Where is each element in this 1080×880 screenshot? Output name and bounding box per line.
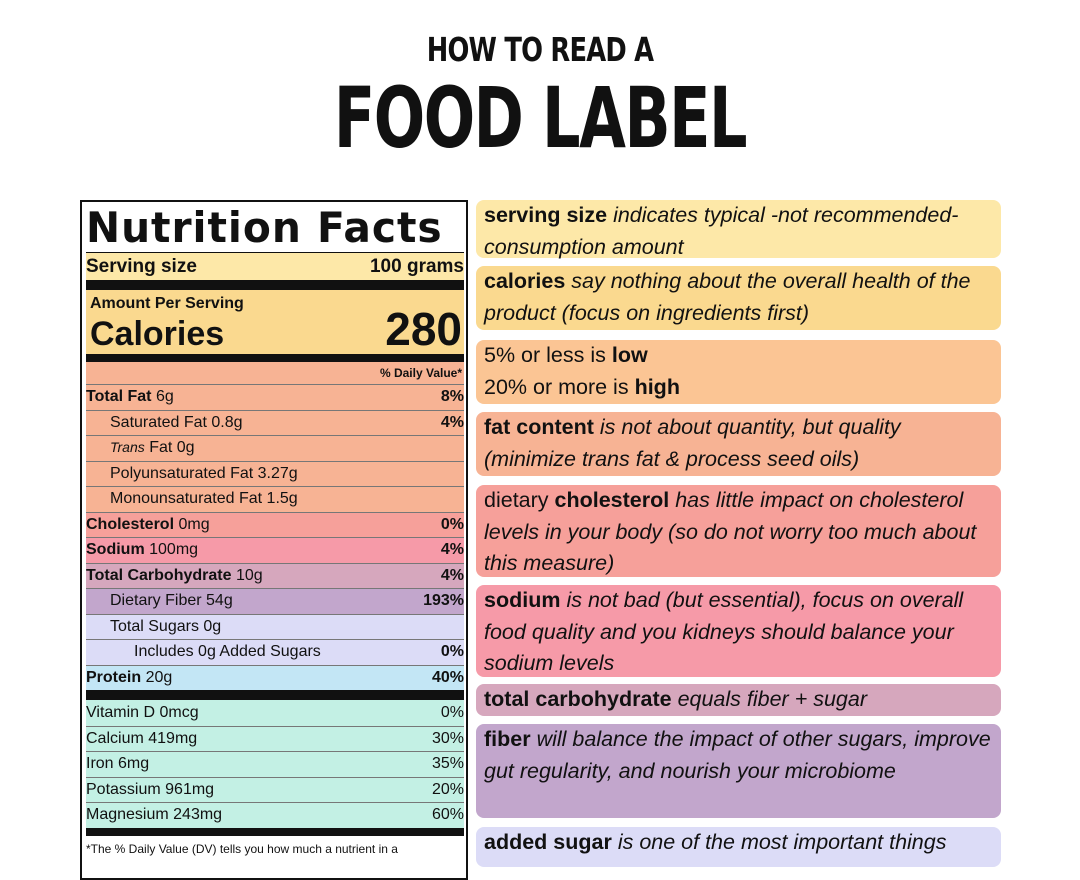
divider-thick	[86, 354, 464, 362]
daily-value: 30%	[431, 729, 464, 747]
daily-value: 40%	[431, 668, 464, 686]
calories-label: Calories	[90, 315, 225, 353]
daily-value: 8%	[440, 388, 464, 406]
calories-value: 280	[385, 303, 462, 355]
nutrient-row-polyunsaturated-fat: Polyunsaturated Fat 3.27g	[86, 460, 464, 486]
daily-value: 4%	[440, 566, 464, 584]
daily-value: 4%	[440, 541, 464, 559]
nutrient-row-cholesterol: Cholesterol 0mg 0%	[86, 511, 464, 537]
serving-size-value: 100 grams	[369, 255, 464, 277]
note-sodium: sodium is not bad (but essential), focus…	[476, 585, 1001, 677]
nutrition-facts-label: Nutrition Facts Serving size 100 grams A…	[80, 200, 468, 880]
daily-value: 0%	[440, 703, 464, 721]
nutrient-row-added-sugars: Includes 0g Added Sugars 0%	[86, 639, 464, 665]
daily-value-header: % Daily Value*	[86, 362, 464, 384]
note-calories: calories say nothing about the overall h…	[476, 266, 1001, 330]
nutrient-row-total-carbohydrate: Total Carbohydrate 10g 4%	[86, 562, 464, 588]
note-serving-size: serving size indicates typical -not reco…	[476, 200, 1001, 259]
nutrient-row-sodium: Sodium 100mg 4%	[86, 537, 464, 563]
note-fat-content: fat content is not about quantity, but q…	[476, 412, 1001, 476]
nutrient-row-monounsaturated-fat: Monounsaturated Fat 1.5g	[86, 486, 464, 512]
calories-block: Amount Per Serving Calories 280	[86, 290, 464, 354]
nutrient-row-protein: Protein 20g 40%	[86, 664, 464, 690]
vitamin-row-potassium: Potassium 961mg 20%	[86, 776, 464, 802]
note-fiber: fiber will balance the impact of other s…	[476, 724, 1001, 818]
amount-per-serving: Amount Per Serving	[90, 295, 244, 312]
daily-value: 35%	[431, 755, 464, 773]
note-added-sugar: added sugar is one of the most important…	[476, 827, 1001, 867]
nutrition-facts-title: Nutrition Facts	[86, 203, 443, 252]
daily-value: 0%	[440, 515, 464, 533]
page-subtitle: HOW TO READ A	[426, 30, 654, 69]
vitamin-row-magnesium: Magnesium 243mg 60%	[86, 802, 464, 828]
vitamin-row-calcium: Calcium 419mg 30%	[86, 725, 464, 751]
daily-value: 0%	[440, 643, 464, 661]
note-total-carbohydrate: total carbohydrate equals fiber + sugar	[476, 684, 1001, 716]
divider-thick	[86, 280, 464, 290]
daily-value: 60%	[431, 806, 464, 824]
daily-value: 193%	[423, 592, 464, 610]
divider-thick	[86, 690, 464, 700]
vitamin-row-vitamin-d: Vitamin D 0mcg 0%	[86, 700, 464, 726]
note-cholesterol: dietary cholesterol has little impact on…	[476, 485, 1001, 577]
nutrient-row-total-fat: Total Fat 6g 8%	[86, 384, 464, 410]
nutrient-row-dietary-fiber: Dietary Fiber 54g 193%	[86, 588, 464, 614]
note-daily-value: 5% or less is low 20% or more is high	[476, 340, 1001, 404]
page-title: FOOD LABEL	[333, 69, 748, 167]
serving-size-label: Serving size	[86, 255, 197, 277]
nutrient-row-saturated-fat: Saturated Fat 0.8g 4%	[86, 409, 464, 435]
nutrient-row-total-sugars: Total Sugars 0g	[86, 613, 464, 639]
vitamin-row-iron: Iron 6mg 35%	[86, 751, 464, 777]
divider-thick	[86, 827, 464, 836]
daily-value: 4%	[440, 413, 464, 431]
page-header: HOW TO READ A FOOD LABEL	[0, 30, 1080, 164]
serving-size-row: Serving size 100 grams	[86, 252, 464, 280]
footnote: *The % Daily Value (DV) tells you how mu…	[86, 841, 398, 856]
daily-value: 20%	[431, 780, 464, 798]
nutrient-row-trans-fat: Trans Fat 0g	[86, 435, 464, 461]
